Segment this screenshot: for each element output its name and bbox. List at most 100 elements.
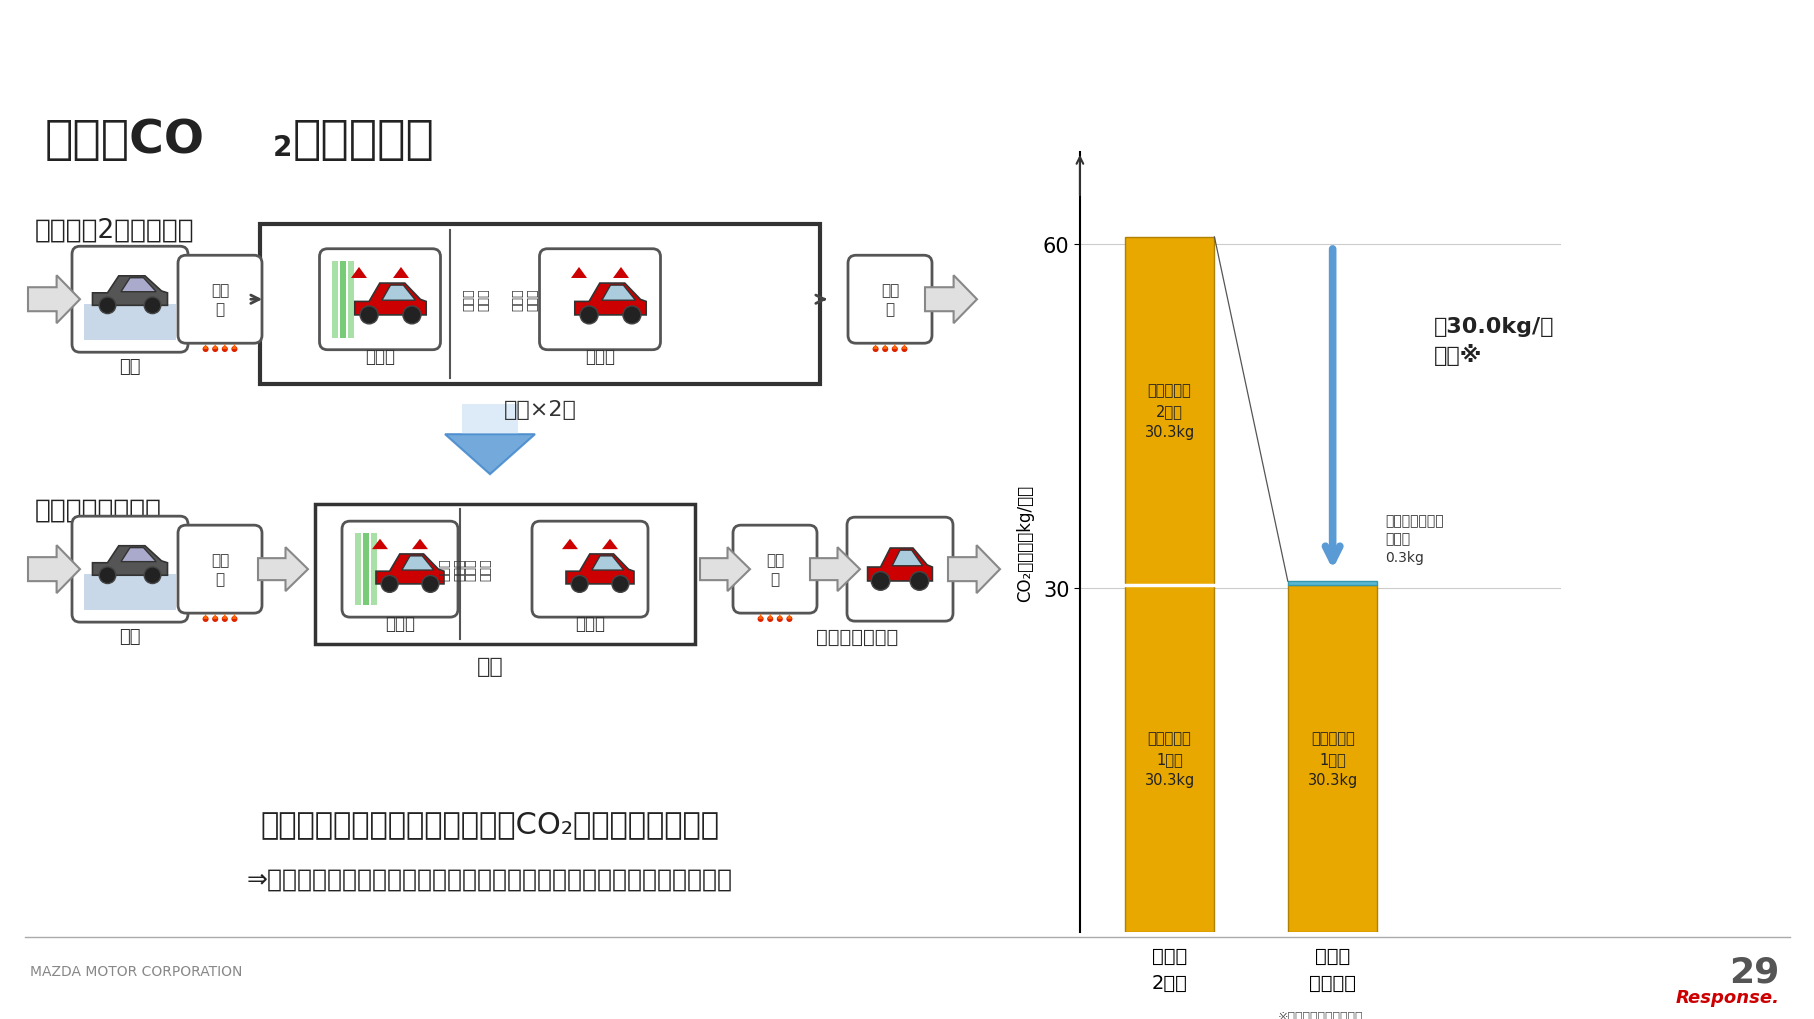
Polygon shape: [354, 284, 426, 316]
Bar: [83, 575, 176, 610]
Polygon shape: [571, 268, 586, 279]
Polygon shape: [372, 539, 388, 549]
Text: 上塗: 上塗: [477, 656, 502, 677]
Polygon shape: [203, 344, 209, 350]
Polygon shape: [350, 268, 366, 279]
Polygon shape: [212, 344, 218, 350]
Circle shape: [909, 572, 929, 591]
Polygon shape: [232, 344, 236, 350]
Polygon shape: [947, 545, 1000, 593]
Polygon shape: [566, 554, 633, 584]
Circle shape: [230, 616, 238, 623]
Text: ベース: ベース: [365, 347, 395, 366]
Bar: [363, 534, 368, 605]
Y-axis label: CO₂排出量（kg/台）: CO₂排出量（kg/台）: [1016, 484, 1034, 601]
Text: ルーフフィルムの適用により、CO₂排出を大幅に削減: ルーフフィルムの適用により、CO₂排出を大幅に削減: [261, 810, 718, 839]
Circle shape: [580, 307, 599, 324]
Polygon shape: [882, 344, 887, 350]
Polygon shape: [122, 278, 156, 292]
Polygon shape: [223, 614, 227, 620]
Polygon shape: [776, 614, 782, 620]
Text: クリア
コート: クリア コート: [512, 288, 539, 311]
Circle shape: [203, 616, 209, 623]
Text: ベース
コート: ベース コート: [463, 288, 490, 311]
Polygon shape: [892, 344, 896, 350]
Polygon shape: [591, 556, 624, 571]
Text: 29: 29: [1729, 954, 1780, 988]
Bar: [1288, 582, 1377, 585]
Polygon shape: [463, 405, 517, 435]
FancyBboxPatch shape: [319, 250, 441, 351]
Circle shape: [143, 568, 161, 584]
Text: ※フィルム製造にかかる
CO₂排出は含まず: ※フィルム製造にかかる CO₂排出は含まず: [1277, 1010, 1362, 1019]
Polygon shape: [412, 539, 428, 549]
Text: ベース
コート: ベース コート: [437, 558, 466, 581]
FancyBboxPatch shape: [733, 526, 816, 613]
Bar: [332, 262, 339, 338]
Polygon shape: [122, 548, 156, 562]
Polygon shape: [444, 435, 535, 475]
Text: ・従来の2トーン塗装: ・従来の2トーン塗装: [34, 217, 194, 243]
Circle shape: [221, 616, 229, 623]
Circle shape: [421, 576, 439, 593]
Circle shape: [756, 616, 764, 623]
Polygon shape: [394, 268, 408, 279]
Circle shape: [767, 616, 773, 623]
Polygon shape: [809, 547, 860, 592]
Text: 電着: 電着: [120, 628, 141, 645]
Polygon shape: [381, 286, 415, 301]
FancyBboxPatch shape: [73, 247, 189, 353]
Circle shape: [571, 576, 588, 593]
Circle shape: [776, 616, 782, 623]
Circle shape: [622, 307, 640, 324]
Text: 上塗×2回: 上塗×2回: [502, 399, 577, 420]
Text: 【工場CO: 【工場CO: [45, 117, 205, 163]
Text: フィルム貧付け: フィルム貧付け: [816, 627, 898, 646]
FancyBboxPatch shape: [178, 526, 261, 613]
Bar: [356, 534, 361, 605]
Circle shape: [882, 346, 887, 353]
Circle shape: [611, 576, 628, 593]
FancyBboxPatch shape: [178, 256, 261, 343]
Polygon shape: [401, 556, 434, 571]
FancyBboxPatch shape: [847, 518, 952, 622]
Text: 排出削減】: 排出削減】: [292, 117, 435, 163]
Bar: [348, 262, 354, 338]
Circle shape: [100, 298, 116, 314]
Text: 上塗り工程
1回目
30.3kg: 上塗り工程 1回目 30.3kg: [1306, 731, 1357, 788]
Polygon shape: [892, 550, 922, 567]
Bar: [259, 225, 820, 385]
Bar: [316, 504, 695, 644]
Text: 乾燥
炉: 乾燥 炉: [880, 282, 898, 317]
Polygon shape: [867, 548, 932, 582]
Circle shape: [359, 307, 377, 324]
Polygon shape: [27, 276, 80, 324]
Bar: [1125, 237, 1214, 585]
Polygon shape: [602, 539, 617, 549]
Text: ・ルーフフィルム: ・ルーフフィルム: [34, 496, 161, 523]
Circle shape: [221, 346, 229, 353]
Text: ⇒　将来の塗装代替に向け、今後も技術進化に継続して取り組んでいく: ⇒ 将来の塗装代替に向け、今後も技術進化に継続して取り組んでいく: [247, 867, 733, 892]
Bar: [83, 305, 176, 341]
Text: ルーフフィルム: ルーフフィルム: [33, 20, 172, 53]
Text: クリア: クリア: [575, 614, 604, 633]
Circle shape: [212, 346, 218, 353]
Polygon shape: [613, 268, 629, 279]
FancyBboxPatch shape: [73, 517, 189, 623]
Bar: [1125, 585, 1214, 932]
Polygon shape: [27, 545, 80, 593]
Circle shape: [381, 576, 397, 593]
FancyBboxPatch shape: [341, 522, 457, 618]
Text: クリア: クリア: [584, 347, 615, 366]
FancyBboxPatch shape: [847, 256, 931, 343]
Polygon shape: [602, 286, 635, 301]
Circle shape: [902, 346, 907, 353]
Bar: [341, 262, 346, 338]
Circle shape: [100, 568, 116, 584]
Text: 絀30.0kg/台
削減※: 絀30.0kg/台 削減※: [1433, 316, 1553, 366]
Polygon shape: [562, 539, 577, 549]
Text: 2: 2: [272, 135, 292, 162]
Circle shape: [403, 307, 421, 324]
Polygon shape: [902, 344, 907, 350]
Text: ルーフフィルム
貧付け
0.3kg: ルーフフィルム 貧付け 0.3kg: [1384, 514, 1442, 565]
